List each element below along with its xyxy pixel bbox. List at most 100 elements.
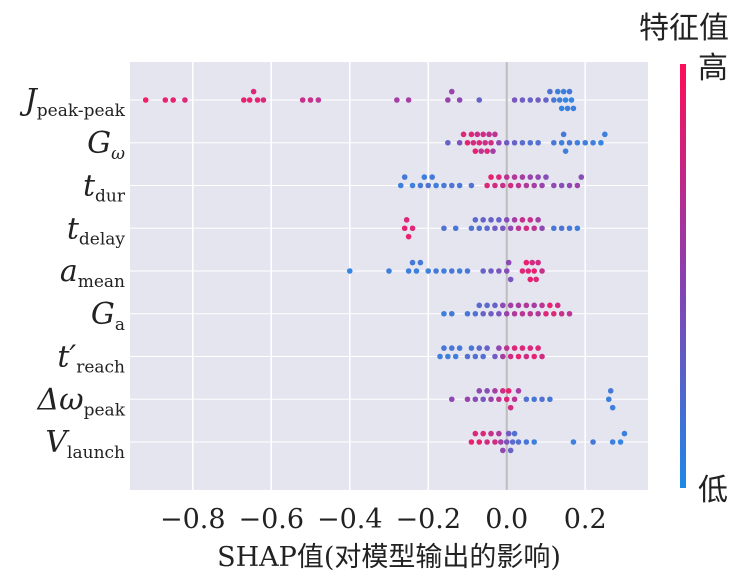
- shap-point: [511, 139, 518, 146]
- shap-point: [539, 268, 545, 274]
- shap-point: [441, 310, 447, 317]
- shap-point: [527, 310, 534, 317]
- feature-label: t′reach: [57, 340, 125, 378]
- shap-point: [529, 259, 536, 266]
- shap-point: [417, 182, 424, 189]
- shap-point: [535, 97, 541, 103]
- shap-point: [564, 105, 571, 112]
- shap-point: [543, 310, 549, 317]
- shap-point: [525, 268, 532, 274]
- shap-point: [299, 97, 306, 103]
- shap-point: [500, 225, 506, 232]
- shap-point: [582, 139, 589, 146]
- shap-point: [492, 439, 498, 445]
- shap-point: [448, 345, 455, 351]
- shap-point: [456, 97, 463, 103]
- shap-point: [409, 182, 416, 189]
- shap-point: [531, 182, 537, 189]
- shap-point: [507, 404, 514, 411]
- shap-point: [566, 225, 573, 232]
- shap-point: [474, 131, 481, 138]
- shap-point: [496, 396, 502, 403]
- feature-label: Ga: [91, 297, 125, 335]
- shap-point: [554, 302, 561, 309]
- shap-point: [527, 97, 534, 103]
- feature-label-base: t: [67, 211, 80, 246]
- shap-point: [515, 353, 522, 360]
- shap-point: [560, 88, 567, 95]
- shap-point: [429, 174, 435, 180]
- shap-point: [488, 174, 494, 180]
- shap-point: [515, 302, 522, 309]
- shap-point: [480, 217, 486, 223]
- feature-label-subscript: delay: [79, 229, 126, 249]
- shap-point: [547, 396, 553, 403]
- feature-label-base: J: [19, 83, 39, 118]
- shap-point: [452, 353, 459, 360]
- shap-point: [605, 396, 612, 403]
- shap-point: [413, 268, 420, 274]
- shap-point: [554, 88, 561, 95]
- shap-point: [386, 268, 392, 274]
- shap-point: [246, 97, 253, 103]
- shap-point: [500, 302, 506, 309]
- shap-point: [515, 225, 522, 232]
- feature-label-base: G: [87, 126, 111, 161]
- x-tick-label: 0.2: [564, 504, 607, 535]
- shap-point: [617, 439, 624, 445]
- shap-point: [551, 225, 557, 232]
- shap-point: [523, 259, 530, 266]
- shap-point: [519, 268, 526, 274]
- shap-point: [523, 225, 530, 232]
- shap-point: [476, 225, 483, 232]
- shap-point: [401, 225, 408, 232]
- shap-point: [448, 88, 455, 95]
- shap-point: [543, 97, 549, 103]
- shap-point: [441, 345, 447, 351]
- shap-point: [421, 174, 428, 180]
- shap-point: [523, 302, 530, 309]
- feature-label: Vlaunch: [45, 425, 125, 463]
- shap-point: [507, 447, 514, 454]
- shap-point: [556, 97, 563, 103]
- shap-point: [492, 225, 498, 232]
- shap-point: [470, 139, 477, 146]
- shap-point: [560, 131, 567, 138]
- shap-point: [500, 447, 506, 454]
- shap-point: [482, 139, 488, 146]
- shap-point: [484, 439, 490, 445]
- shap-point: [535, 345, 541, 351]
- shap-point: [468, 225, 475, 232]
- feature-label-subscript: dur: [95, 187, 126, 207]
- shap-point: [437, 353, 443, 360]
- shap-point: [570, 105, 577, 112]
- shap-point: [162, 97, 169, 103]
- x-tick-label: −0.6: [238, 504, 304, 535]
- shap-point: [523, 439, 530, 445]
- shap-point: [531, 302, 537, 309]
- shap-point: [535, 217, 541, 223]
- x-tick-labels: −0.8 −0.6 −0.4 −0.2 0.0 0.2: [160, 504, 607, 535]
- shap-point: [551, 97, 557, 103]
- shap-point: [486, 131, 492, 138]
- shap-point: [519, 345, 526, 351]
- shap-point: [492, 302, 498, 309]
- feature-labels: Jpeak-peakGωtdurtdelayameanGat′reachΔωpe…: [19, 83, 126, 463]
- shap-point: [476, 345, 483, 351]
- feature-label-base: Δω: [36, 382, 83, 417]
- x-tick-label: −0.4: [317, 504, 383, 535]
- shap-point: [492, 182, 498, 189]
- colorbar-title: 特征值: [639, 11, 729, 46]
- shap-point: [484, 182, 490, 189]
- shap-point: [472, 396, 479, 403]
- shap-point: [488, 217, 494, 223]
- shap-point: [551, 310, 557, 317]
- shap-point: [511, 396, 518, 403]
- shap-point: [490, 148, 496, 154]
- shap-point: [507, 276, 514, 283]
- feature-label: Δωpeak: [36, 382, 125, 420]
- feature-label: Gω: [87, 126, 125, 164]
- shap-point: [433, 182, 439, 189]
- shap-point: [472, 217, 479, 223]
- shap-point: [307, 97, 314, 103]
